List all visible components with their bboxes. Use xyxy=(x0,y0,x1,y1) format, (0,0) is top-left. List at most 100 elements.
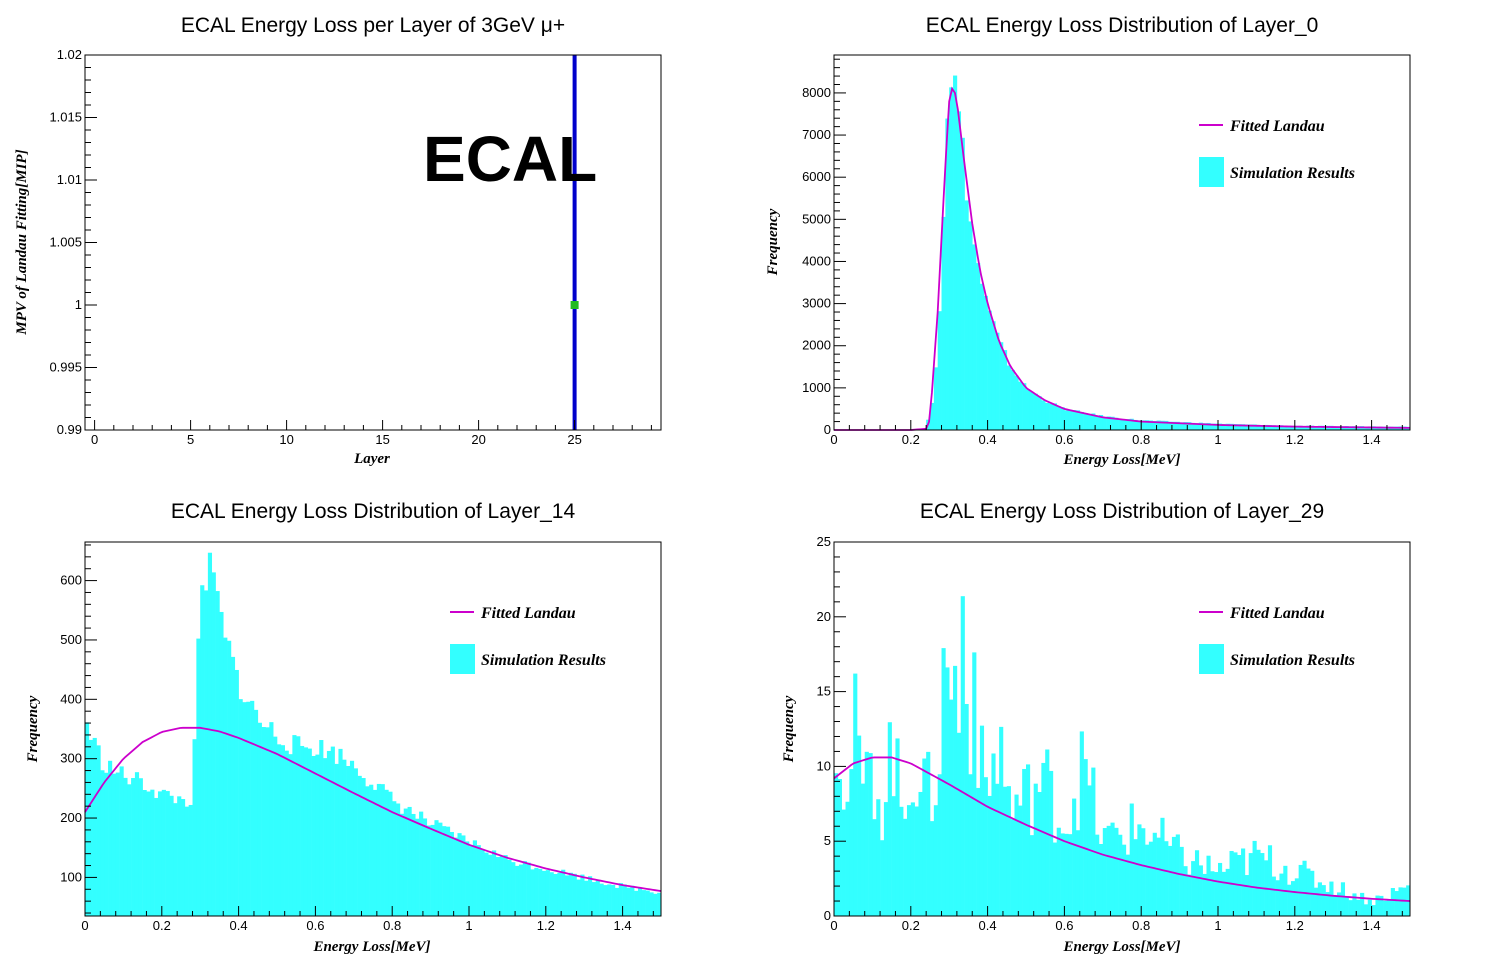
histogram-bar xyxy=(930,402,935,430)
histogram-bar xyxy=(1098,843,1104,916)
histogram-bar xyxy=(407,806,412,916)
histogram-bar xyxy=(910,802,915,916)
histogram-bar xyxy=(1110,416,1115,430)
histogram-bar xyxy=(1302,426,1307,430)
histogram-bar xyxy=(1221,871,1226,916)
histogram-bar xyxy=(384,789,389,916)
histogram-bar xyxy=(876,799,881,916)
plot-area: 0 5 10 15 20 25 0.99 0.995 1 1.005 1.01 1.015 1.02 xyxy=(49,47,662,447)
y-tick-label: 1.005 xyxy=(49,235,82,250)
histogram-bar xyxy=(1241,424,1246,430)
histogram-bar xyxy=(303,747,309,916)
histogram-bar xyxy=(242,702,247,916)
y-tick-label: 0.99 xyxy=(57,422,82,437)
histogram-bar xyxy=(1041,762,1046,916)
histogram-bar xyxy=(1187,422,1192,430)
histogram-bar xyxy=(1029,835,1034,916)
histogram-bar xyxy=(1348,900,1353,916)
histogram-bar xyxy=(392,801,397,916)
x-tick-label: 20 xyxy=(471,432,485,447)
histogram-bar xyxy=(1298,864,1303,916)
histogram-bar xyxy=(484,852,489,916)
histogram-bar xyxy=(365,786,370,916)
histogram-bar xyxy=(1206,855,1211,916)
histogram-bar xyxy=(918,791,923,916)
x-tick-label: 5 xyxy=(187,432,194,447)
y-tick-label: 15 xyxy=(817,684,831,699)
chart-title: ECAL Energy Loss Distribution of Layer_0 xyxy=(926,14,1319,37)
plot-area: 0 0.2 0.4 0.6 0.8 1 1.2 1.4 0 1000 2000 3000 4000 500… xyxy=(802,54,1411,447)
y-axis-label: Frequency xyxy=(765,208,781,276)
histogram-bar xyxy=(131,778,136,916)
histogram-bar xyxy=(1022,768,1027,916)
histogram-bar xyxy=(1083,412,1088,430)
histogram-bar xyxy=(123,777,128,916)
histogram-bar xyxy=(976,787,981,916)
histogram-bar xyxy=(1026,389,1031,430)
histogram-bar xyxy=(265,727,270,916)
histogram-bar xyxy=(953,75,958,431)
histogram-bar xyxy=(1118,418,1123,430)
histogram-bar xyxy=(169,795,174,916)
histogram-bar xyxy=(227,640,232,916)
x-tick-label: 0.8 xyxy=(383,918,401,933)
histogram-bar xyxy=(476,845,481,916)
histogram-bar xyxy=(864,751,869,916)
histogram-bar xyxy=(188,804,193,916)
histogram-bar xyxy=(1191,422,1196,430)
histogram-bar xyxy=(518,864,524,916)
histogram-bar xyxy=(1248,424,1253,430)
histogram-bar xyxy=(488,854,493,916)
histogram-bar xyxy=(1194,850,1200,916)
legend-hist-label: Simulation Results xyxy=(481,652,606,669)
histogram-bar xyxy=(1164,420,1169,430)
x-tick-label: 1 xyxy=(1214,918,1221,933)
x-tick-label: 0.2 xyxy=(902,918,920,933)
histogram-bar xyxy=(1367,899,1372,916)
histogram-bar xyxy=(469,846,474,916)
x-axis-label: Energy Loss[MeV] xyxy=(312,939,430,955)
histogram-bar xyxy=(1275,425,1280,430)
histogram-bar xyxy=(849,769,854,916)
histogram-bar xyxy=(399,813,405,916)
histogram-bar xyxy=(1091,767,1096,916)
histogram-bar xyxy=(1052,403,1058,430)
x-tick-label: 0 xyxy=(830,918,837,933)
histogram-bar xyxy=(1018,381,1023,430)
histogram-bar xyxy=(1321,885,1326,916)
histogram-bar xyxy=(857,735,862,916)
plot-area: 0 0.2 0.4 0.6 0.8 1 1.2 1.4 100 200 300 400 500 600 xyxy=(60,541,662,933)
data-point xyxy=(570,301,579,309)
histogram-bar xyxy=(930,821,935,916)
histogram-bar xyxy=(968,221,973,430)
histogram-bar xyxy=(173,803,178,916)
histogram-bar xyxy=(307,748,312,916)
histogram-bar xyxy=(576,879,581,916)
histogram-bar xyxy=(1256,424,1261,430)
histogram-bar xyxy=(1248,853,1253,916)
histogram-bar xyxy=(326,750,332,916)
histogram xyxy=(914,75,1411,431)
histogram-bar xyxy=(1325,892,1330,916)
y-tick-label: 400 xyxy=(60,691,82,706)
histogram-bar xyxy=(1221,423,1226,430)
histogram-bar xyxy=(964,703,969,916)
histogram-bar xyxy=(373,789,378,916)
y-tick-label: 0.995 xyxy=(49,360,82,375)
histogram-bar xyxy=(645,890,650,916)
histogram-bar xyxy=(941,216,946,430)
histogram-bar xyxy=(899,806,904,916)
histogram-bar xyxy=(1271,425,1276,430)
histogram-bar xyxy=(1064,833,1069,916)
histogram-bar xyxy=(1075,410,1081,430)
histogram-bar xyxy=(1079,411,1084,430)
histogram-bar xyxy=(1229,423,1234,430)
histogram-bar xyxy=(495,857,501,916)
histogram-bar xyxy=(1244,875,1250,916)
histogram-bar xyxy=(96,745,101,916)
histogram-bar xyxy=(1279,425,1284,430)
histogram-bar xyxy=(945,667,950,916)
histogram-bar xyxy=(1375,895,1380,916)
histogram-bar xyxy=(922,758,927,916)
histogram-bar xyxy=(1210,871,1215,916)
